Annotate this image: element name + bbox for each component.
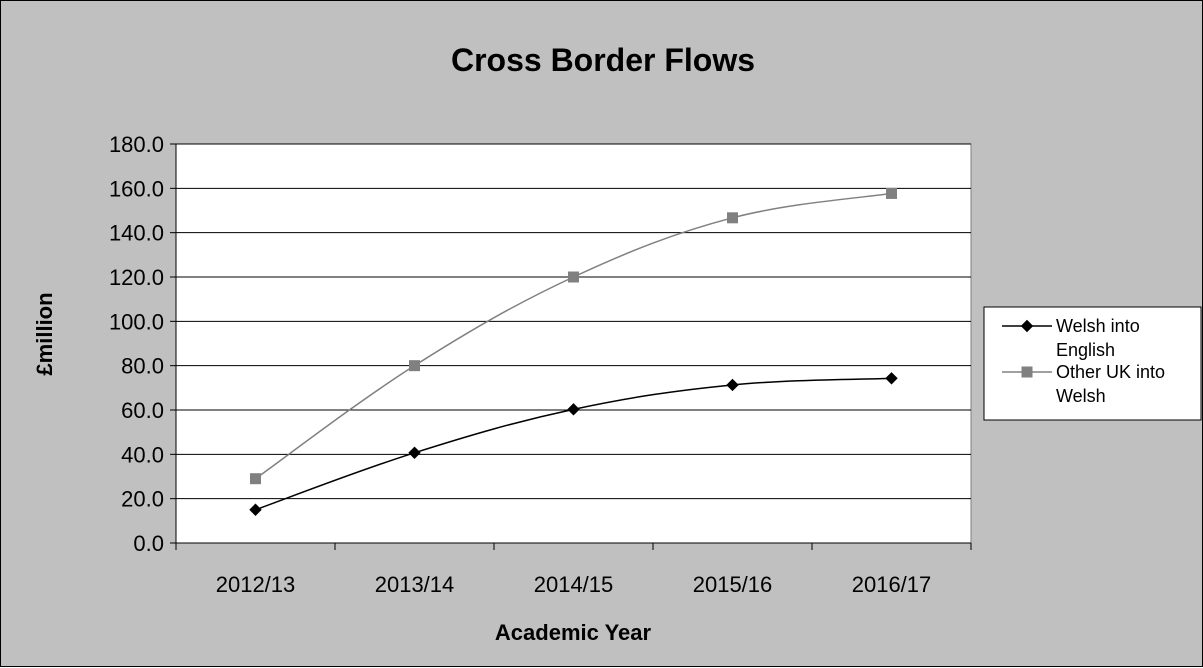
y-tick-labels: 0.0 20.0 40.0 60.0 80.0 100.0 120.0 140.0 160.0 1… bbox=[109, 132, 164, 556]
x-tick-label: 2013/14 bbox=[375, 572, 455, 597]
y-tick-label: 100.0 bbox=[109, 309, 164, 334]
y-tick-label: 0.0 bbox=[133, 531, 164, 556]
y-tick-label: 80.0 bbox=[121, 354, 164, 379]
data-point bbox=[726, 378, 739, 392]
x-tick-label: 2015/16 bbox=[693, 572, 773, 597]
legend-label: English bbox=[1056, 340, 1115, 360]
legend-label: Welsh bbox=[1056, 386, 1106, 406]
chart-title: Cross Border Flows bbox=[451, 42, 755, 78]
axes bbox=[170, 143, 972, 550]
data-point bbox=[886, 187, 897, 199]
plot-area bbox=[175, 143, 972, 544]
data-point bbox=[409, 360, 420, 372]
series-1 bbox=[249, 372, 898, 516]
x-tick-label: 2014/15 bbox=[534, 572, 614, 597]
data-point bbox=[408, 446, 421, 459]
y-tick-label: 60.0 bbox=[121, 398, 164, 423]
y-tick-label: 20.0 bbox=[121, 487, 164, 512]
data-point bbox=[885, 372, 898, 385]
data-point bbox=[568, 271, 579, 283]
y-tick-label: 180.0 bbox=[109, 132, 164, 157]
legend-marker bbox=[1020, 319, 1034, 333]
legend-label: Other UK into bbox=[1056, 362, 1165, 382]
y-tick-label: 120.0 bbox=[109, 265, 164, 290]
legend-label: Welsh into bbox=[1056, 316, 1140, 336]
series-group bbox=[249, 187, 898, 516]
data-point bbox=[727, 212, 738, 224]
legend-item: Welsh into English bbox=[1002, 316, 1140, 360]
x-tick-labels: 2012/13 2013/14 2014/15 2015/16 2016/17 bbox=[216, 572, 932, 597]
plot-area-group: 0.0 20.0 40.0 60.0 80.0 100.0 120.0 140.0 160.0 1… bbox=[109, 132, 972, 597]
y-axis-title: £million bbox=[32, 292, 57, 375]
legend-item: Other UK into Welsh bbox=[1002, 362, 1165, 406]
legend-marker bbox=[1021, 366, 1033, 378]
data-point bbox=[250, 473, 261, 485]
series-2 bbox=[250, 187, 897, 485]
y-tick-label: 140.0 bbox=[109, 221, 164, 246]
y-tick-label: 40.0 bbox=[121, 442, 164, 467]
data-point bbox=[567, 403, 580, 416]
data-point bbox=[249, 503, 262, 516]
x-axis-title: Academic Year bbox=[495, 620, 652, 645]
x-tick-label: 2012/13 bbox=[216, 572, 296, 597]
y-tick-label: 160.0 bbox=[109, 176, 164, 201]
x-tick-label: 2016/17 bbox=[852, 572, 932, 597]
